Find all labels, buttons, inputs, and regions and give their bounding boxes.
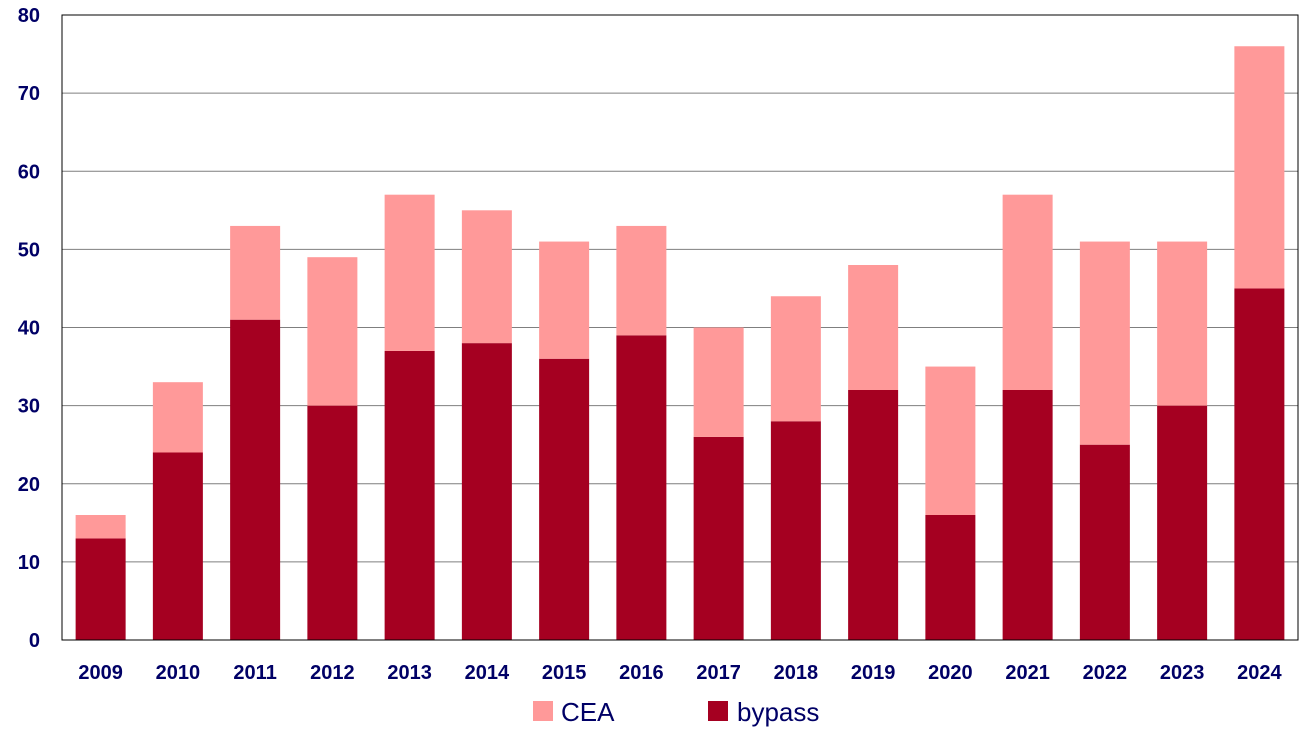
bar-cea-2023 <box>1157 241 1208 406</box>
x-tick-label: 2022 <box>1083 662 1128 684</box>
bar-bypass-2015 <box>539 358 590 640</box>
y-tick-label: 20 <box>18 474 40 496</box>
bar-cea-2011 <box>230 225 281 320</box>
legend-label-bypass: bypass <box>737 697 819 727</box>
legend-swatch-bypass <box>708 701 728 721</box>
bar-bypass-2010 <box>152 452 203 640</box>
legend: CEA bypass <box>533 697 819 727</box>
y-tick-label: 80 <box>18 5 40 27</box>
x-tick-label: 2016 <box>619 662 664 684</box>
x-tick-label: 2019 <box>851 662 896 684</box>
bar-bypass-2009 <box>75 538 126 640</box>
bar-bypass-2018 <box>770 421 821 640</box>
y-tick-label: 30 <box>18 396 40 418</box>
x-tick-label: 2013 <box>387 662 432 684</box>
x-tick-label: 2014 <box>465 662 510 684</box>
bar-cea-2016 <box>616 225 667 336</box>
x-tick-label: 2015 <box>542 662 587 684</box>
bar-bypass-2021 <box>1002 390 1053 640</box>
bar-cea-2020 <box>925 366 976 515</box>
x-tick-label: 2021 <box>1005 662 1050 684</box>
x-tick-label: 2010 <box>156 662 201 684</box>
bar-cea-2018 <box>770 296 821 422</box>
bar-bypass-2022 <box>1079 444 1130 640</box>
bar-cea-2013 <box>384 194 435 351</box>
plot-area-frame <box>61 14 1299 641</box>
bar-cea-2012 <box>307 257 358 406</box>
legend-label-cea: CEA <box>561 697 615 727</box>
bar-cea-2014 <box>461 210 512 344</box>
bar-bypass-2012 <box>307 405 358 640</box>
x-tick-label: 2017 <box>696 662 741 684</box>
bar-cea-2015 <box>539 241 590 359</box>
bar-bypass-2020 <box>925 515 976 640</box>
bar-cea-2021 <box>1002 194 1053 390</box>
bar-bypass-2013 <box>384 350 435 640</box>
y-axis-ticks: 0 10 20 30 40 50 60 70 80 <box>18 5 40 652</box>
x-tick-label: 2024 <box>1237 662 1282 684</box>
y-tick-label: 40 <box>18 318 40 340</box>
y-tick-label: 70 <box>18 83 40 105</box>
x-axis-ticks: 2009 2010 2011 2012 2013 2014 2015 2016 2017 2018… <box>78 662 1282 684</box>
y-tick-label: 60 <box>18 161 40 183</box>
x-tick-label: 2011 <box>233 662 276 684</box>
bar-cea-2017 <box>693 327 744 437</box>
bar-bypass-2016 <box>616 335 667 640</box>
x-tick-label: 2012 <box>310 662 355 684</box>
x-tick-label: 2020 <box>928 662 973 684</box>
bars <box>75 46 1285 640</box>
bar-cea-2022 <box>1079 241 1130 445</box>
bar-bypass-2014 <box>461 343 512 640</box>
legend-swatch-cea <box>533 701 553 721</box>
bar-cea-2024 <box>1234 46 1285 289</box>
bar-bypass-2024 <box>1234 288 1285 640</box>
bar-cea-2019 <box>848 265 899 390</box>
y-tick-label: 50 <box>18 239 40 261</box>
bar-bypass-2023 <box>1157 405 1208 640</box>
bar-cea-2009 <box>75 515 126 539</box>
y-tick-label: 10 <box>18 552 40 574</box>
x-tick-label: 2023 <box>1160 662 1205 684</box>
x-tick-label: 2009 <box>78 662 123 684</box>
bar-cea-2010 <box>152 382 203 453</box>
y-tick-label: 0 <box>29 630 40 652</box>
x-tick-label: 2018 <box>774 662 819 684</box>
bar-bypass-2011 <box>230 319 281 640</box>
bar-bypass-2017 <box>693 436 744 640</box>
bar-bypass-2019 <box>848 390 899 640</box>
